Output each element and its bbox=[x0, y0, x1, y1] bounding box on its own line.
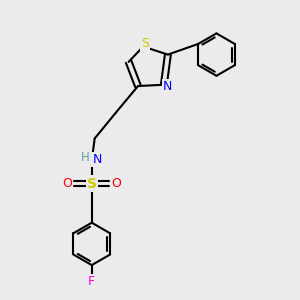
Text: S: S bbox=[141, 37, 148, 50]
Text: O: O bbox=[111, 177, 121, 190]
Text: H: H bbox=[81, 151, 90, 164]
Text: F: F bbox=[88, 275, 95, 288]
Text: N: N bbox=[92, 153, 102, 166]
Text: N: N bbox=[163, 80, 172, 93]
Text: O: O bbox=[62, 177, 72, 190]
Text: S: S bbox=[87, 176, 97, 190]
